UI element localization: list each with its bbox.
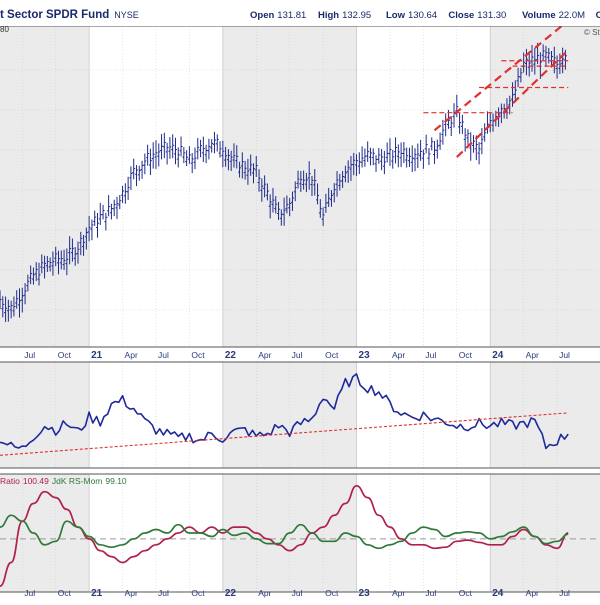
year-band-2020 xyxy=(0,362,90,468)
jdk-legend: Ratio 100.49 JdK RS-Mom 99.10 xyxy=(0,476,127,486)
jdk-momentum-value: 99.10 xyxy=(105,476,127,486)
x-axis-tick-label: Apr xyxy=(392,588,405,598)
x-axis-tick-label: Jul xyxy=(158,588,169,598)
ohlc-item-low: Low 130.64 xyxy=(386,10,437,21)
ohlc-label: Volume xyxy=(522,10,556,21)
x-axis-tick-label: 21 xyxy=(91,350,103,361)
ohlc-label: High xyxy=(318,10,339,21)
year-band-2024 xyxy=(490,26,600,347)
x-axis-tick-label: Oct xyxy=(325,350,339,360)
ohlc-label: Open xyxy=(250,10,274,21)
watermark: © Sto xyxy=(584,28,600,37)
jdk-ratio-line xyxy=(0,484,569,587)
ohlc-item-open: Open 131.81 xyxy=(250,10,306,21)
x-axis-tick-label: 22 xyxy=(225,588,237,599)
jdk-ratio-value: 100.49 xyxy=(23,476,49,486)
x-axis-tick-label: Apr xyxy=(392,350,405,360)
x-axis-tick-label: Jul xyxy=(24,588,35,598)
x-axis-tick-label: Jul xyxy=(24,350,35,360)
x-axis-tick-label: Oct xyxy=(459,350,473,360)
header-background xyxy=(0,0,600,26)
x-axis-tick-label: Oct xyxy=(325,588,339,598)
price-axis-partial-label: 80 xyxy=(0,25,9,34)
year-band-2024 xyxy=(490,474,600,592)
x-axis-tick-label: Apr xyxy=(258,588,271,598)
x-axis-tick-label: Apr xyxy=(526,350,539,360)
ohlc-value: 131.81 xyxy=(277,10,306,21)
x-axis-labels: Jul Oct 21 Apr Jul Oct 22 Apr Jul Oct 23 Apr Jul Oct 2… xyxy=(24,350,570,599)
ohlc-value: 131.30 xyxy=(477,10,506,21)
relative-strength-line xyxy=(0,373,569,450)
jdk-ratio-label: Ratio xyxy=(0,476,20,486)
x-axis-tick-label: Jul xyxy=(292,350,303,360)
ohlc-readout: Open 131.81 High 132.95 Low 130.64 Close 131.30… xyxy=(250,10,600,21)
x-axis-tick-label: 23 xyxy=(359,588,371,599)
x-axis-tick-label: Apr xyxy=(258,350,271,360)
x-axis-tick-label: 23 xyxy=(359,350,371,361)
ohlc-item-high: High 132.95 xyxy=(318,10,371,21)
x-axis-tick-label: Jul xyxy=(292,588,303,598)
chart-marks xyxy=(0,19,600,587)
price-trend-channel-line xyxy=(433,19,569,132)
x-axis-tick-label: 24 xyxy=(492,588,504,599)
x-axis-tick-label: Oct xyxy=(191,588,205,598)
year-band-2022 xyxy=(222,362,357,468)
ohlc-value: 132.95 xyxy=(342,10,371,21)
jdk-momentum-line xyxy=(0,514,569,550)
symbol-title: t Sector SPDR Fund NYSE xyxy=(0,9,139,21)
x-axis-tick-label: Oct xyxy=(191,350,205,360)
ohlc-value: 130.64 xyxy=(408,10,437,21)
x-axis-tick-label: Oct xyxy=(459,588,473,598)
ohlc-item-close: Close 131.30 xyxy=(448,10,506,21)
x-axis-tick-label: 21 xyxy=(91,588,103,599)
x-axis-tick-label: Apr xyxy=(125,588,138,598)
jdk-legend-text: Ratio 100.49 JdK RS-Mom 99.10 xyxy=(0,476,127,486)
ohlc-label: Chg xyxy=(596,10,600,21)
ohlc-item-chg: Chg-1 xyxy=(596,10,600,21)
x-axis-tick-label: Jul xyxy=(559,588,570,598)
ohlc-item-volume: Volume 22.0M xyxy=(522,10,585,21)
x-axis-tick-label: Jul xyxy=(425,588,436,598)
x-axis-tick-label: Jul xyxy=(559,350,570,360)
ohlc-label: Low xyxy=(386,10,406,21)
x-axis-tick-label: Oct xyxy=(58,588,72,598)
x-axis-tick-label: 22 xyxy=(225,350,237,361)
x-axis-tick-label: Oct xyxy=(58,350,72,360)
x-axis-tick-label: Jul xyxy=(158,350,169,360)
chart-header: t Sector SPDR Fund NYSE Open 131.81 High 132… xyxy=(0,0,600,37)
x-axis-tick-label: Apr xyxy=(125,350,138,360)
x-axis-tick-label: Jul xyxy=(425,350,436,360)
fund-name: t Sector SPDR Fund xyxy=(0,9,109,21)
year-band-2020 xyxy=(0,26,90,347)
exchange-label: NYSE xyxy=(114,10,139,20)
ohlc-value: 22.0M xyxy=(559,10,585,21)
ohlc-label: Close xyxy=(448,10,474,21)
jdk-momentum-label: JdK RS-Mom xyxy=(52,476,103,486)
year-band-2020 xyxy=(0,474,90,592)
x-axis-tick-label: 24 xyxy=(492,350,504,361)
x-axis-tick-label: Apr xyxy=(526,588,539,598)
